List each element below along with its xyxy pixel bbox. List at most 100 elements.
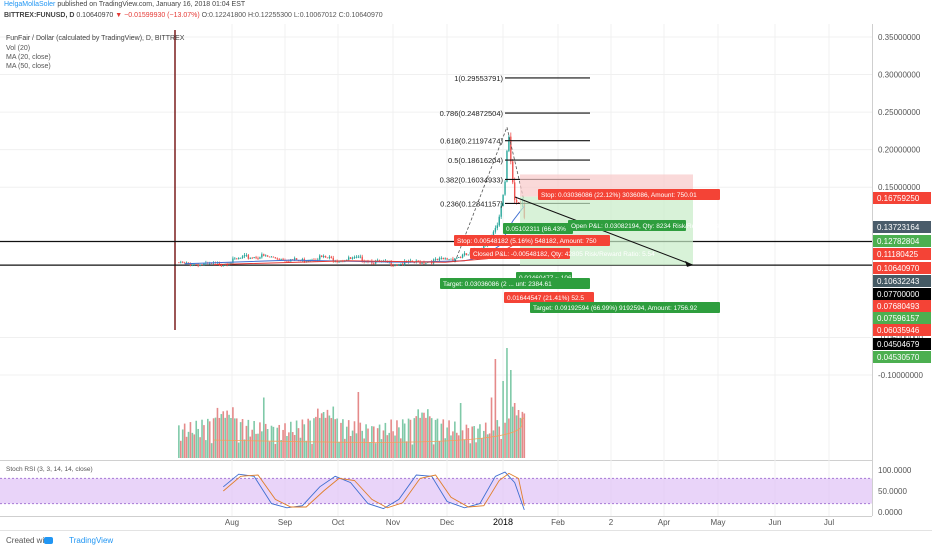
volume-bar <box>297 428 300 458</box>
candle-body <box>402 263 404 265</box>
candle-body <box>348 257 350 260</box>
volume-bar <box>301 419 304 458</box>
trade-label-text: Open P&L: 0.03082194, Qty: 8234 Risk/Rew… <box>571 223 743 230</box>
volume-bar <box>262 397 265 458</box>
volume-bar <box>475 442 477 458</box>
candle-body <box>392 265 394 267</box>
author-link[interactable]: HelgaMollaSoler <box>4 1 56 8</box>
candle-body <box>243 255 246 257</box>
volume-bar <box>409 419 412 458</box>
volume-bar <box>490 397 493 458</box>
volume-bar <box>423 412 425 458</box>
volume-bar <box>357 392 360 458</box>
price-axis-badge <box>873 192 931 204</box>
price-axis-badge-text: 0.13723164 <box>877 223 920 232</box>
candle-body <box>178 262 180 264</box>
volume-bar <box>197 428 199 458</box>
created-with-text: Created with TradingView <box>6 536 113 545</box>
tradingview-brand[interactable]: TradingView <box>69 536 114 545</box>
volume-bar <box>411 444 414 458</box>
volume-bar <box>454 421 456 458</box>
candle-body <box>494 228 497 232</box>
volume-bar <box>307 418 309 458</box>
candle-body <box>257 258 259 259</box>
volume-bar <box>365 424 367 458</box>
volume-bar <box>500 438 502 458</box>
volume-bar <box>326 409 329 458</box>
candle-body <box>259 257 261 259</box>
volume-bar <box>328 415 331 458</box>
candle-body <box>234 258 236 260</box>
candle-body <box>270 256 273 258</box>
candle-body <box>423 262 425 264</box>
candle-body <box>195 264 197 266</box>
volume-bar <box>510 370 512 458</box>
tradingview-logo-icon <box>44 537 53 544</box>
stoch-line <box>223 472 525 509</box>
volume-bar <box>241 419 244 458</box>
y-tick-label: 0.35000000 <box>878 33 921 42</box>
volume-bar <box>235 418 238 458</box>
volume-bar <box>317 408 319 458</box>
candle-body <box>255 257 257 259</box>
candle-body <box>425 262 427 264</box>
candle-body <box>245 255 248 256</box>
candle-body <box>452 258 454 261</box>
volume-bar <box>355 433 358 458</box>
trade-label-box <box>530 302 720 313</box>
volume-bar <box>486 434 489 458</box>
volume-bar <box>303 424 306 458</box>
candle-body <box>236 258 238 260</box>
trade-label-box <box>538 189 720 200</box>
price-axis-badge <box>873 300 931 312</box>
trade-label-box <box>454 235 610 246</box>
volume-bar <box>288 432 290 458</box>
volume-bar <box>463 439 466 458</box>
volume-bar <box>413 418 416 458</box>
stoch-band <box>0 478 872 504</box>
created-with-label: Created with <box>6 536 51 545</box>
candle-body <box>268 256 271 258</box>
price-axis-badge <box>873 248 931 260</box>
candle-body <box>210 262 213 264</box>
y-tick-label: -0.05000000 <box>878 333 923 342</box>
volume-bar <box>305 440 308 458</box>
volume-bar <box>214 417 217 458</box>
volume-bar <box>185 436 188 458</box>
volume-bar <box>247 419 250 458</box>
candle-body <box>274 257 277 259</box>
volume-bar <box>261 431 263 458</box>
candle-body <box>373 263 375 265</box>
volume-bar <box>378 424 381 458</box>
volume-bar <box>210 443 213 458</box>
volume-bar <box>483 430 485 458</box>
volume-bar <box>272 426 275 458</box>
volume-bar <box>226 410 228 458</box>
candle-body <box>444 258 446 260</box>
candle-body <box>400 263 402 265</box>
trade-label-text: 0.05102311 (66.43% <box>506 226 566 233</box>
candle-body <box>403 261 406 265</box>
candle-body <box>230 262 232 264</box>
candle-body <box>251 257 253 259</box>
volume-bar <box>195 420 198 458</box>
candle-body <box>203 263 205 265</box>
chart-header: HelgaMollaSoler published on TradingView… <box>0 0 932 24</box>
fib-level-label: 0.786(0.24872504) <box>440 109 504 118</box>
volume-bar <box>488 433 491 458</box>
publish-info: published on TradingView.com, January 16… <box>57 1 246 8</box>
price-axis-badge <box>873 351 931 363</box>
candle-body <box>280 258 282 260</box>
volume-bar <box>251 429 253 458</box>
candle-body <box>359 256 361 258</box>
candle-body <box>226 264 228 266</box>
candle-body <box>413 262 416 264</box>
x-tick-label: Jun <box>769 518 782 527</box>
volume-bar <box>286 435 288 458</box>
volume-bar <box>212 418 215 458</box>
symbol-label[interactable]: BITTREX:FUNUSD, D <box>4 12 75 19</box>
volume-bar <box>243 439 246 458</box>
trade-label-text: Closed P&L: -0.00548182, Qty: 42805 Risk… <box>473 251 655 258</box>
candle-body <box>442 257 444 260</box>
